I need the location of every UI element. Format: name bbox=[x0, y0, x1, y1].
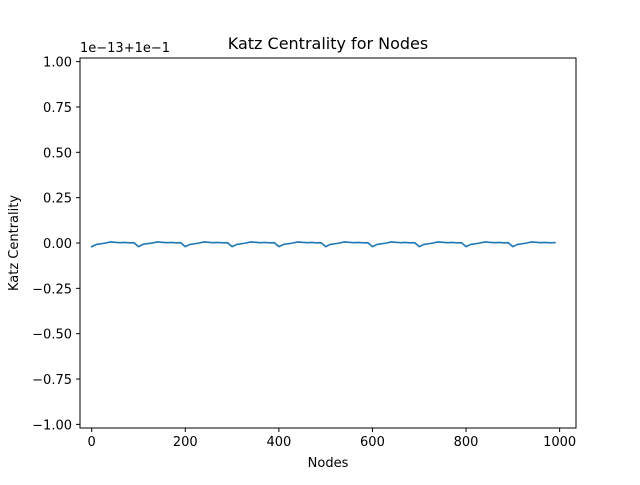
series-layer bbox=[90, 241, 556, 248]
y-tick-label: −0.25 bbox=[32, 282, 72, 297]
x-tick-label: 1000 bbox=[543, 435, 576, 450]
series-line-0 bbox=[90, 241, 556, 248]
y-tick-label: 0.00 bbox=[43, 237, 72, 252]
x-tick-label: 0 bbox=[88, 435, 96, 450]
y-axis-offset-text: 1e−13+1e−1 bbox=[80, 41, 170, 56]
x-tick-label: 400 bbox=[266, 435, 291, 450]
chart-title: Katz Centrality for Nodes bbox=[228, 34, 428, 53]
y-tick-label: −0.75 bbox=[32, 373, 72, 388]
y-axis-ticks: −1.00 −0.75 −0.50 −0.25 0.00 0.25 0.50 0.75 1.00 bbox=[32, 56, 80, 433]
x-axis-ticks: 0 200 400 600 800 1000 bbox=[88, 428, 576, 450]
x-axis-label: Nodes bbox=[308, 456, 349, 471]
y-tick-label: 0.50 bbox=[43, 146, 72, 161]
y-tick-label: 0.75 bbox=[43, 101, 72, 116]
y-tick-label: 0.25 bbox=[43, 192, 72, 207]
x-tick-label: 800 bbox=[454, 435, 479, 450]
x-tick-label: 200 bbox=[173, 435, 198, 450]
y-axis-label: Katz Centrality bbox=[7, 195, 22, 291]
x-tick-label: 600 bbox=[360, 435, 385, 450]
y-tick-label: −0.50 bbox=[32, 328, 72, 343]
y-tick-label: 1.00 bbox=[43, 56, 72, 71]
y-tick-label: −1.00 bbox=[32, 418, 72, 433]
